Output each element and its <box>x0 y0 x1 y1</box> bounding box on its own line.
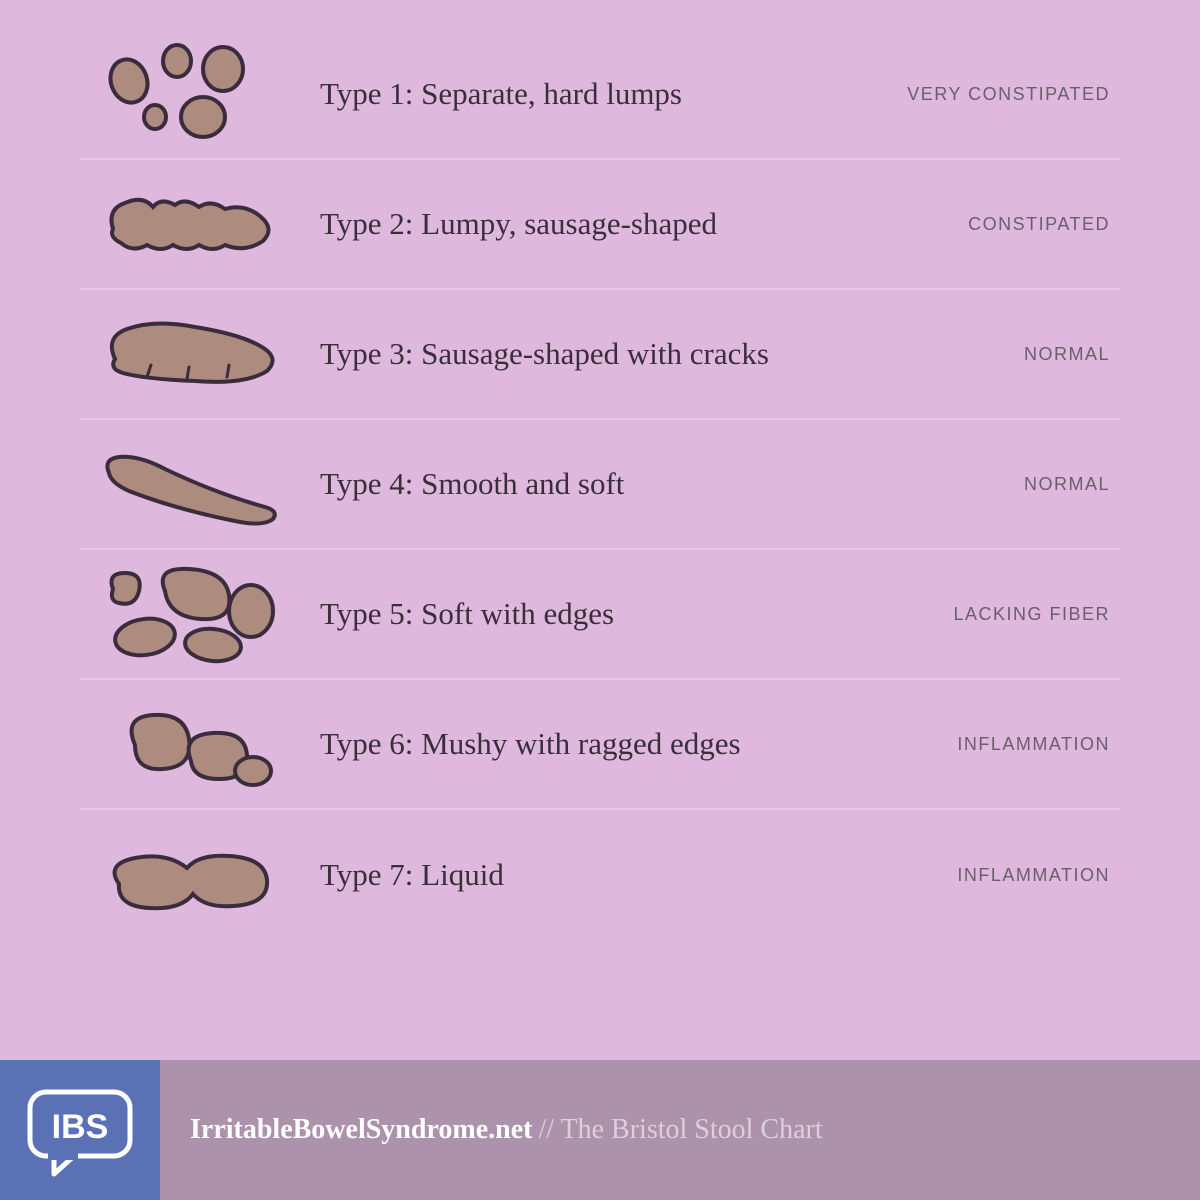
type6-status: INFLAMMATION <box>957 734 1120 755</box>
chart-row-type1: Type 1: Separate, hard lumps VERY CONSTI… <box>80 30 1120 160</box>
footer-text: IrritableBowelSyndrome.net // The Bristo… <box>160 1060 1200 1200</box>
type1-status: VERY CONSTIPATED <box>907 84 1120 105</box>
type1-desc: Type 1: Separate, hard lumps <box>300 76 907 112</box>
chart-row-type7: Type 7: Liquid INFLAMMATION <box>80 810 1120 940</box>
type4-desc: Type 4: Smooth and soft <box>300 466 1024 502</box>
footer-subtitle: // The Bristol Stool Chart <box>538 1114 822 1146</box>
type4-icon <box>80 429 300 539</box>
chart-row-type5: Type 5: Soft with edges LACKING FIBER <box>80 550 1120 680</box>
type2-desc: Type 2: Lumpy, sausage-shaped <box>300 206 968 242</box>
type5-desc: Type 5: Soft with edges <box>300 596 953 632</box>
type7-status: INFLAMMATION <box>957 865 1120 886</box>
chart-row-type4: Type 4: Smooth and soft NORMAL <box>80 420 1120 550</box>
type7-icon <box>80 820 300 930</box>
chart-row-type3: Type 3: Sausage-shaped with cracks NORMA… <box>80 290 1120 420</box>
footer: IBS IrritableBowelSyndrome.net // The Br… <box>0 1060 1200 1200</box>
type3-icon <box>80 299 300 409</box>
type5-icon <box>80 559 300 669</box>
type3-status: NORMAL <box>1024 344 1120 365</box>
type1-icon <box>80 39 300 149</box>
type7-desc: Type 7: Liquid <box>300 857 957 893</box>
footer-site-name: IrritableBowelSyndrome.net <box>190 1114 532 1146</box>
type4-status: NORMAL <box>1024 474 1120 495</box>
chart-row-type6: Type 6: Mushy with ragged edges INFLAMMA… <box>80 680 1120 810</box>
type6-desc: Type 6: Mushy with ragged edges <box>300 726 957 762</box>
bristol-chart: Type 1: Separate, hard lumps VERY CONSTI… <box>0 0 1200 940</box>
type2-status: CONSTIPATED <box>968 214 1120 235</box>
type3-desc: Type 3: Sausage-shaped with cracks <box>300 336 1024 372</box>
type2-icon <box>80 169 300 279</box>
type6-icon <box>80 689 300 799</box>
svg-text:IBS: IBS <box>52 1108 109 1146</box>
chart-row-type2: Type 2: Lumpy, sausage-shaped CONSTIPATE… <box>80 160 1120 290</box>
type5-status: LACKING FIBER <box>953 604 1120 625</box>
ibs-logo: IBS <box>0 1060 160 1200</box>
